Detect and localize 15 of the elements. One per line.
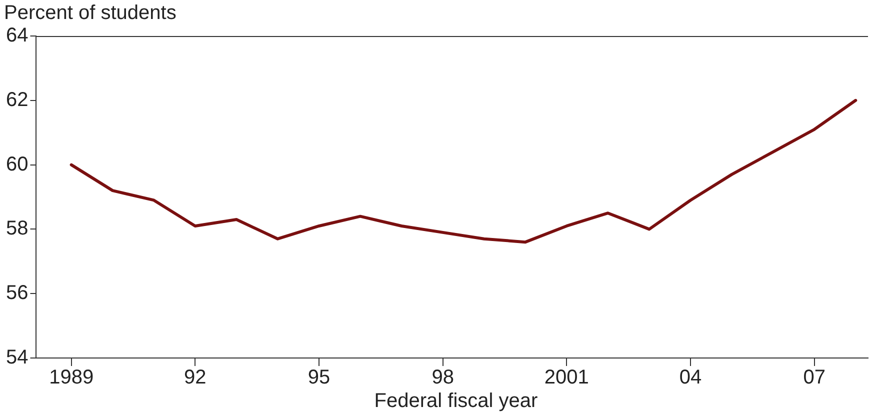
x-tick-label: 2001: [544, 366, 589, 389]
x-tick-label: 1989: [49, 366, 94, 389]
y-axis-title: Percent of students: [4, 2, 176, 25]
x-tick-label: 98: [432, 366, 454, 389]
x-tick-label: 07: [803, 366, 826, 389]
x-axis-title: Federal fiscal year: [373, 390, 539, 413]
y-tick-label: 56: [6, 282, 28, 304]
y-tick-label: 54: [6, 346, 28, 369]
x-tick-label: 04: [679, 366, 702, 389]
y-tick-label: 62: [6, 88, 28, 111]
x-tick-label: 95: [308, 366, 330, 389]
x-tick-label: 92: [184, 366, 206, 389]
y-tick-label: 64: [6, 24, 28, 47]
y-tick-label: 60: [6, 153, 28, 176]
y-tick-label: 58: [6, 218, 28, 240]
